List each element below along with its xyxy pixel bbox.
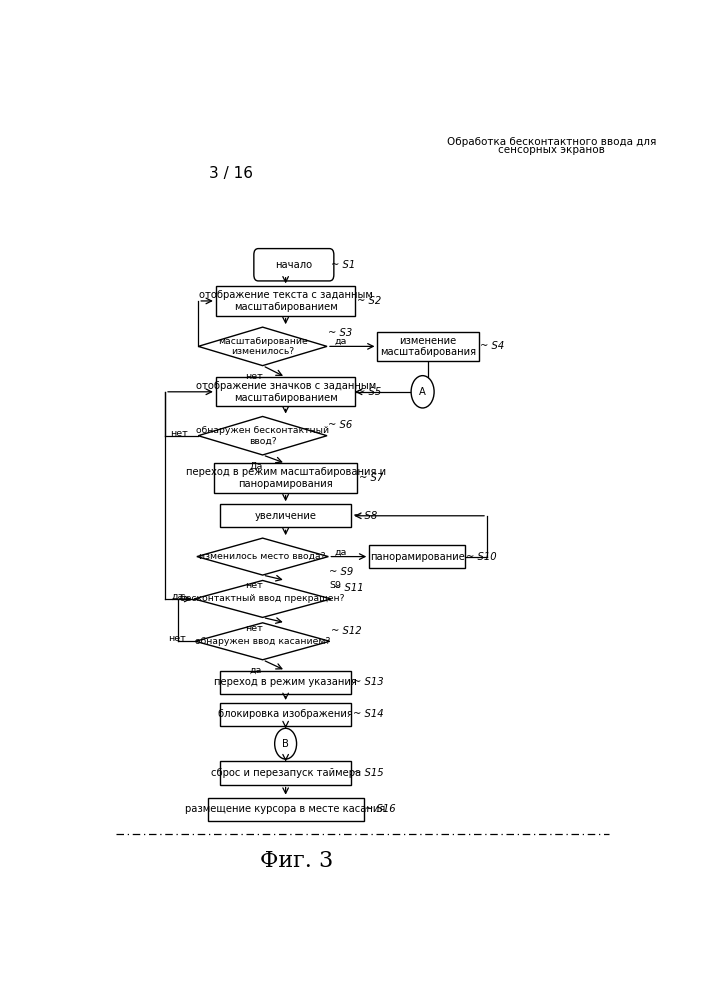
Circle shape [275, 728, 297, 759]
Text: обнаружен ввод касанием?: обнаружен ввод касанием? [195, 637, 330, 646]
Text: бесконтактный ввод прекращен?: бесконтактный ввод прекращен? [180, 594, 345, 603]
Text: 3 / 16: 3 / 16 [209, 166, 253, 181]
Circle shape [411, 376, 434, 408]
Text: ~ S13: ~ S13 [353, 677, 384, 687]
Bar [216, 377, 356, 406]
Text: ~ S14: ~ S14 [353, 709, 384, 719]
Text: ~ S1: ~ S1 [331, 260, 355, 270]
Text: ~ S9: ~ S9 [329, 567, 354, 577]
Bar [220, 703, 351, 726]
Text: размещение курсора в месте касания: размещение курсора в месте касания [185, 804, 386, 814]
Text: ~ S12: ~ S12 [331, 626, 362, 636]
Text: ~ S7: ~ S7 [358, 473, 382, 483]
Text: отображение значков с заданным
масштабированием: отображение значков с заданным масштабир… [196, 381, 375, 403]
Text: нет: нет [168, 634, 186, 643]
Text: переход в режим масштабирования и
панорамирования: переход в режим масштабирования и панора… [185, 467, 386, 489]
Text: нет: нет [245, 372, 263, 381]
Text: масштабирование
изменилось?: масштабирование изменилось? [218, 337, 308, 356]
Text: Да: Да [250, 461, 263, 470]
Text: ~ S4: ~ S4 [480, 341, 504, 351]
Text: переход в режим указания: переход в режим указания [214, 677, 357, 687]
FancyBboxPatch shape [254, 249, 334, 281]
Text: изменение
масштабирования: изменение масштабирования [380, 336, 476, 357]
Text: ~ S11: ~ S11 [333, 583, 363, 593]
Text: сенсорных экранов: сенсорных экранов [498, 145, 604, 155]
Bar [220, 504, 351, 527]
Text: увеличение: увеличение [255, 511, 317, 521]
Text: ~ S5: ~ S5 [357, 387, 381, 397]
Polygon shape [197, 538, 328, 575]
Text: ~ S3: ~ S3 [328, 328, 353, 338]
Text: S9: S9 [329, 581, 341, 590]
Polygon shape [194, 580, 331, 617]
Text: да: да [335, 547, 347, 556]
Text: ~ S15: ~ S15 [353, 768, 384, 778]
Text: Обработка бесконтактного ввода для: Обработка бесконтактного ввода для [447, 137, 656, 147]
Bar [220, 671, 351, 694]
Text: отображение текста с заданным
масштабированием: отображение текста с заданным масштабиро… [199, 290, 373, 312]
Polygon shape [196, 623, 329, 660]
Text: ~ S2: ~ S2 [357, 296, 381, 306]
Text: Фиг. 3: Фиг. 3 [260, 850, 333, 872]
Bar [216, 286, 356, 316]
Text: ~ S10: ~ S10 [467, 552, 497, 562]
Text: нет: нет [170, 429, 188, 438]
Text: панорамирование: панорамирование [370, 552, 464, 562]
Text: блокировка изображения: блокировка изображения [218, 709, 353, 719]
Text: изменилось место ввода?: изменилось место ввода? [199, 552, 326, 561]
Bar [378, 332, 479, 361]
Polygon shape [198, 327, 327, 366]
Bar [214, 463, 357, 493]
Text: да: да [250, 666, 262, 675]
Text: сброс и перезапуск таймера: сброс и перезапуск таймера [211, 768, 361, 778]
Text: обнаружен бесконтактный
ввод?: обнаружен бесконтактный ввод? [196, 426, 329, 445]
Text: ~ S16: ~ S16 [365, 804, 396, 814]
Polygon shape [198, 416, 327, 455]
Text: начало: начало [275, 260, 312, 270]
Text: нет: нет [245, 581, 263, 590]
Bar [208, 798, 363, 821]
Text: да: да [334, 337, 346, 346]
Text: ~ S8: ~ S8 [353, 511, 378, 521]
Text: A: A [419, 387, 426, 397]
Bar [369, 545, 465, 568]
Text: В: В [282, 739, 289, 749]
Bar [220, 761, 351, 785]
Text: нет: нет [245, 624, 263, 633]
Text: ~ S6: ~ S6 [328, 420, 353, 430]
Text: да: да [172, 592, 185, 601]
